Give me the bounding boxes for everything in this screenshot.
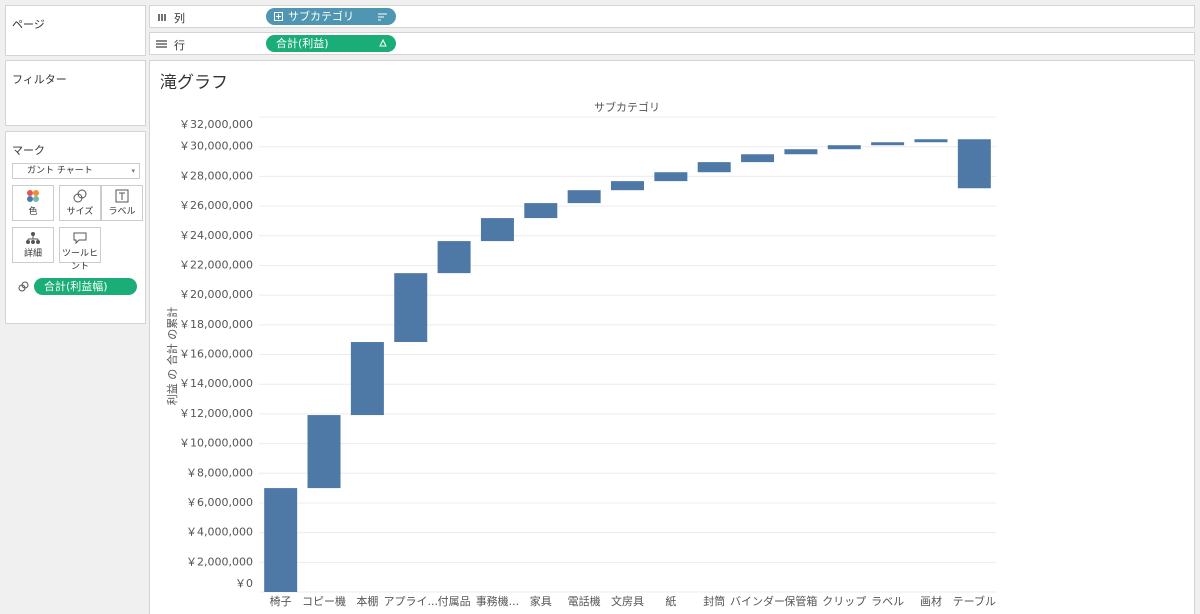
bar bbox=[264, 488, 298, 592]
detail-button[interactable]: 詳細 bbox=[12, 227, 54, 263]
bar bbox=[307, 415, 341, 489]
button-label: ラベル bbox=[108, 207, 136, 217]
size-button[interactable]: サイズ bbox=[59, 185, 101, 221]
panel-title: マーク bbox=[12, 144, 45, 157]
button-label: 詳細 bbox=[23, 249, 42, 259]
bar bbox=[480, 218, 514, 242]
x-tick-label: 本棚 bbox=[356, 594, 378, 608]
bar bbox=[394, 273, 428, 343]
y-tick-label: ￥6,000,000 bbox=[186, 496, 253, 509]
columns-shelf: 列 サブカテゴリ bbox=[149, 5, 1195, 28]
y-tick-label: ￥26,000,000 bbox=[179, 199, 253, 212]
icon bbox=[26, 232, 40, 244]
y-tick-label: ￥2,000,000 bbox=[186, 555, 253, 568]
bar bbox=[827, 145, 861, 150]
y-tick-label: ￥0 bbox=[235, 577, 253, 590]
button-label: サイズ bbox=[66, 207, 94, 217]
x-tick-label: 椅子 bbox=[270, 594, 292, 608]
y-axis-title: 利益 の 合計 の累計 bbox=[165, 307, 179, 406]
y-tick-label: ￥10,000,000 bbox=[179, 437, 253, 450]
label-button[interactable]: ラベル bbox=[101, 185, 143, 221]
shelf-label: 列 bbox=[174, 12, 185, 25]
x-tick-label: 電話機 bbox=[568, 594, 601, 608]
bar bbox=[957, 139, 991, 189]
sort-icon bbox=[378, 13, 387, 21]
icon bbox=[73, 189, 87, 203]
filters-panel: フィルター bbox=[5, 60, 146, 126]
bar bbox=[784, 149, 818, 155]
x-tick-label: バインダー bbox=[730, 594, 785, 608]
pill-label: 合計(利益) bbox=[276, 37, 329, 50]
x-tick-label: 画材 bbox=[920, 594, 942, 608]
x-tick-label: コピー機 bbox=[302, 594, 346, 608]
chart-title: 滝グラフ bbox=[160, 73, 228, 93]
rows-shelf: 行 合計(利益) bbox=[149, 32, 1195, 55]
panel-title: ページ bbox=[12, 18, 45, 31]
column-header: サブカテゴリ bbox=[594, 100, 660, 114]
bar bbox=[524, 203, 558, 219]
tooltip-button[interactable]: ツールヒント bbox=[59, 227, 101, 272]
y-tick-label: ￥18,000,000 bbox=[179, 318, 253, 331]
bar bbox=[697, 162, 731, 173]
y-tick-label: ￥8,000,000 bbox=[186, 466, 253, 479]
bar bbox=[654, 172, 688, 182]
button-label: 色 bbox=[28, 207, 38, 217]
mark-type: ガント チャート bbox=[27, 166, 93, 176]
y-tick-label: ￥14,000,000 bbox=[179, 377, 253, 390]
icon bbox=[115, 189, 129, 203]
x-tick-label: 紙 bbox=[665, 594, 676, 608]
y-tick-label: ￥20,000,000 bbox=[179, 288, 253, 301]
size-pill[interactable]: 合計(利益幅) bbox=[34, 278, 137, 295]
pill-label: サブカテゴリ bbox=[288, 10, 354, 23]
bar bbox=[914, 139, 948, 143]
x-tick-label: 家具 bbox=[530, 594, 552, 608]
rows-pill[interactable]: 合計(利益) bbox=[266, 35, 396, 52]
bar bbox=[567, 190, 601, 204]
dropdown-arrow: ▾ bbox=[131, 167, 135, 175]
pill-icon bbox=[274, 12, 283, 21]
view-panel: 滝グラフ サブカテゴリ 利益 の 合計 の累計 ￥0 ￥2,000,000 ￥4,0… bbox=[149, 60, 1195, 614]
bar bbox=[437, 241, 471, 274]
x-tick-label: 保管箱 bbox=[784, 594, 817, 608]
icon bbox=[73, 232, 87, 245]
x-tick-label: 事務機... bbox=[476, 594, 520, 608]
bar bbox=[611, 181, 644, 191]
bar bbox=[350, 342, 384, 416]
x-tick-label: 付属品 bbox=[438, 595, 471, 608]
icon bbox=[27, 190, 39, 202]
y-tick-label: ￥16,000,000 bbox=[179, 348, 253, 361]
chart: 滝グラフ サブカテゴリ 利益 の 合計 の累計 ￥0 ￥2,000,000 ￥4,0… bbox=[160, 73, 996, 608]
pages-panel: ページ bbox=[5, 5, 146, 56]
x-tick-label: クリップ bbox=[822, 595, 866, 608]
y-tick-label: ￥30,000,000 bbox=[179, 140, 253, 153]
shelf-label: 行 bbox=[174, 39, 185, 52]
bar bbox=[741, 154, 775, 163]
rows-icon bbox=[156, 40, 167, 48]
button-label: ツールヒント bbox=[61, 249, 98, 272]
marks-panel: マーク ガント チャート ▾ 色 サイズ ラベル 詳細 ツールヒント 合計(利益… bbox=[5, 131, 146, 324]
x-tick-label: 文房具 bbox=[611, 594, 644, 608]
mark-type-dropdown[interactable]: ガント チャート ▾ bbox=[12, 163, 140, 179]
x-tick-label: 封筒 bbox=[703, 594, 725, 608]
y-tick-label: ￥4,000,000 bbox=[186, 526, 253, 539]
y-tick-label: ￥22,000,000 bbox=[179, 258, 253, 271]
bar bbox=[871, 142, 905, 146]
columns-pill[interactable]: サブカテゴリ bbox=[266, 8, 396, 25]
color-button[interactable]: 色 bbox=[12, 185, 54, 221]
x-tick-label: テーブル bbox=[953, 594, 996, 608]
y-tick-label: ￥32,000,000 bbox=[179, 118, 253, 131]
x-tick-label: ラベル bbox=[871, 595, 904, 608]
x-tick-label: アプライ... bbox=[383, 595, 438, 608]
delta-icon bbox=[379, 39, 387, 47]
columns-icon bbox=[158, 14, 166, 21]
panel-title: フィルター bbox=[12, 73, 67, 86]
y-tick-label: ￥12,000,000 bbox=[179, 407, 253, 420]
size-icon bbox=[18, 281, 29, 292]
y-tick-label: ￥24,000,000 bbox=[179, 229, 253, 242]
y-tick-label: ￥28,000,000 bbox=[179, 169, 253, 182]
